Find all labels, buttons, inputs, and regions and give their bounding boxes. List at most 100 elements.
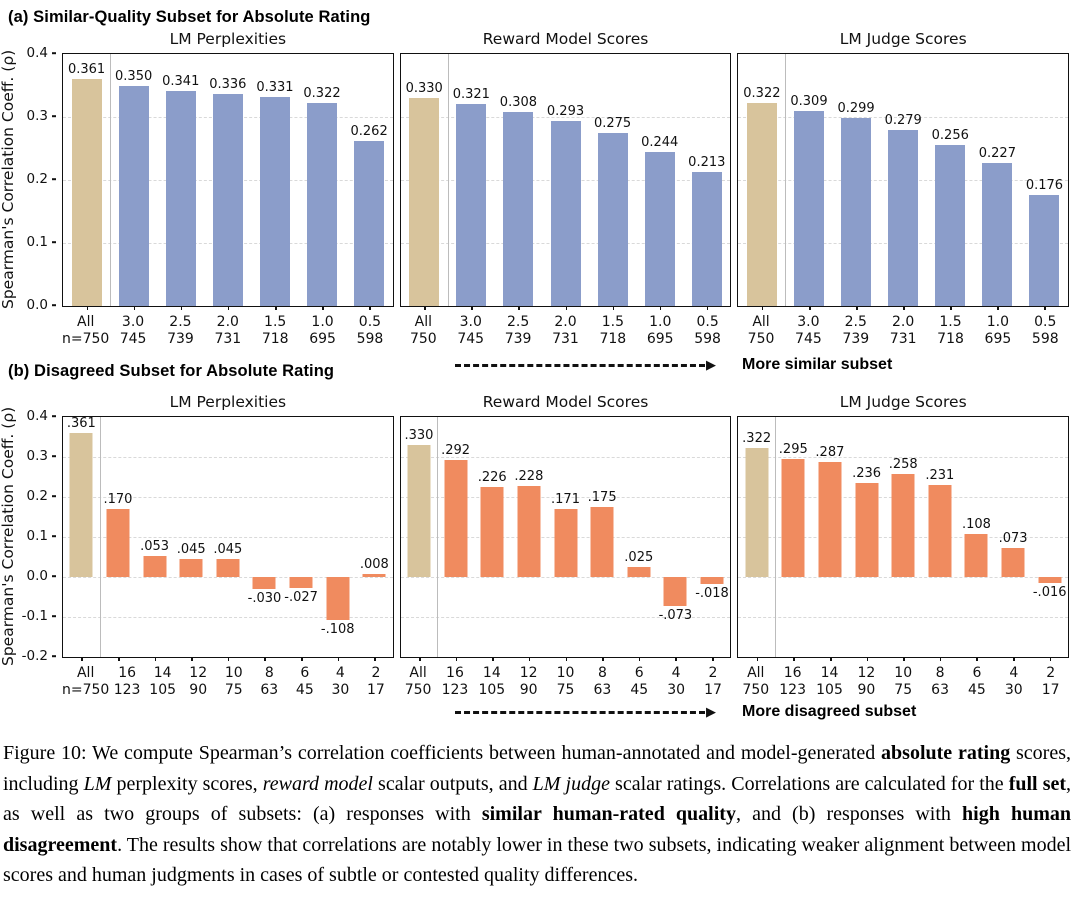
caption-segment: reward model (262, 772, 373, 795)
x-tick-label: 3.0 745 (119, 314, 147, 347)
y-tick-label: 0.4 (26, 408, 48, 424)
subset-bar (691, 171, 722, 306)
x-tick-label: 6 45 (630, 665, 649, 698)
panel-title: Reward Model Scores (482, 393, 649, 411)
caption-segment: high human disagreement (3, 803, 1071, 856)
more-disagreed-arrow: ▶ More disagreed subset (455, 703, 916, 721)
bar-value-label: .073 (998, 530, 1028, 546)
bar-value-label: .053 (140, 538, 170, 554)
subset-bar (663, 577, 687, 607)
y-tick-mark (52, 615, 56, 617)
subset-bar (118, 85, 149, 306)
gridline (63, 457, 393, 458)
section-b-arrow-row: ▶ More disagreed subset (0, 699, 1074, 733)
x-tick-mark (712, 657, 714, 661)
x-tick-label: 12 90 (519, 665, 538, 698)
bar-slot: -.027 (283, 417, 320, 661)
plot-area: 0.361 0.350 0.341 0.336 0.331 0.322 0.262 (62, 53, 394, 310)
bar-slot: .025 (620, 417, 657, 661)
bar-value-label: .287 (815, 445, 845, 461)
subset-bar (165, 91, 196, 306)
more-disagreed-label: More disagreed subset (742, 703, 917, 720)
subset-bar (891, 473, 915, 577)
bar-slot: 0.256 (927, 54, 974, 310)
subset-bar (627, 567, 651, 577)
bar-value-label: 0.262 (350, 123, 388, 139)
figure-10: (a) Similar-Quality Subset for Absolute … (0, 8, 1074, 886)
bar-value-label: -.016 (1032, 585, 1067, 601)
bar-value-label: .361 (66, 415, 96, 431)
x-tick-label: 2 17 (1041, 665, 1060, 698)
y-tick-label: 0.3 (26, 448, 48, 464)
bar-value-label: .171 (551, 491, 580, 507)
plot-area: .322 .295 .287 .236 .258 .231 .108 .073 -.016 (737, 416, 1070, 661)
subset-bar (1001, 547, 1025, 577)
x-tick-label: 16 123 (113, 665, 141, 698)
subset-bar (444, 460, 468, 577)
x-tick-label: 6 45 (295, 665, 314, 698)
bar-slot: 0.275 (589, 54, 636, 310)
gridline (63, 577, 393, 578)
subset-bar (326, 577, 350, 621)
all-bar (69, 432, 93, 577)
subset-bar (362, 573, 386, 577)
bar-slot: -.108 (319, 417, 356, 661)
y-tick-label: 0.4 (26, 45, 48, 61)
subset-bar (307, 103, 338, 306)
bar-slot: .258 (885, 417, 922, 661)
bar-value-label: .330 (404, 428, 434, 443)
bar-slot: .171 (547, 417, 584, 661)
y-tick-label: 0.2 (26, 171, 48, 187)
y-tick-label: 0.0 (26, 297, 48, 313)
bar-value-label: .108 (961, 516, 991, 532)
x-tick-mark (117, 657, 120, 661)
subset-bar (480, 486, 504, 577)
caption-segment: , as well as two groups of subsets: (a) … (3, 772, 1072, 826)
x-tick-mark (133, 306, 136, 310)
subset-bar (781, 459, 805, 577)
x-tick-label: 2 17 (367, 665, 385, 698)
y-tick-label: 0.3 (26, 108, 48, 124)
bar-slot: 0.293 (542, 54, 589, 310)
subset-bar (456, 103, 487, 306)
section-b-charts: Spearman's Correlation Coeff. (ρ) -0.2 -0.… (0, 392, 1074, 699)
x-tick-label: 8 63 (593, 665, 612, 698)
bar-slot: 0.361 (63, 54, 110, 310)
panel-title: LM Perplexities (169, 393, 287, 411)
bar-value-label: .175 (587, 490, 617, 505)
bar-slot: .231 (921, 417, 958, 661)
x-tick-label: 0.5 598 (694, 314, 721, 347)
all-column-separator (785, 54, 787, 306)
caption-segment: Figure 10: We compute Spearman’s correla… (3, 742, 882, 764)
arrow-head-icon: ▶ (706, 357, 716, 373)
bar-slot: 0.262 (346, 54, 393, 310)
x-tick-mark (528, 657, 531, 661)
y-axis-a: Spearman's Correlation Coeff. (ρ) 0.0 0.1 0… (0, 29, 56, 348)
x-tick-mark (856, 306, 858, 310)
bar-slot: 0.350 (110, 54, 157, 310)
all-bar (71, 78, 102, 306)
subset-bar (644, 152, 675, 306)
panel-a-lm-judge-scores: LM Judge Scores 0.322 0.309 0.299 0.279 0.256… (737, 29, 1070, 348)
bar-value-label: -.018 (695, 586, 729, 602)
bar-slot: .175 (584, 417, 621, 661)
bar-slot: .226 (474, 417, 511, 661)
bar-value-label: 0.293 (546, 104, 585, 120)
x-tick-mark (424, 306, 426, 310)
x-tick-mark (1049, 657, 1052, 661)
y-tick-mark (52, 178, 56, 180)
y-tick-mark (52, 655, 56, 657)
x-tick-mark (1013, 657, 1015, 661)
bar-slot: 0.341 (157, 54, 204, 310)
x-tick-label: 2.5 739 (842, 314, 870, 347)
bar-value-label: 0.275 (593, 115, 632, 131)
subset-bar (252, 577, 276, 589)
x-tick-label: 4 30 (1004, 665, 1023, 698)
dashed-arrow-line (455, 363, 705, 367)
bar-slot: 0.244 (636, 54, 683, 310)
bar-value-label: 0.322 (743, 86, 781, 102)
bar-slot: .287 (812, 417, 849, 661)
bar-value-label: .231 (925, 467, 955, 483)
subset-bar (928, 484, 952, 577)
x-tick-mark (706, 306, 709, 310)
